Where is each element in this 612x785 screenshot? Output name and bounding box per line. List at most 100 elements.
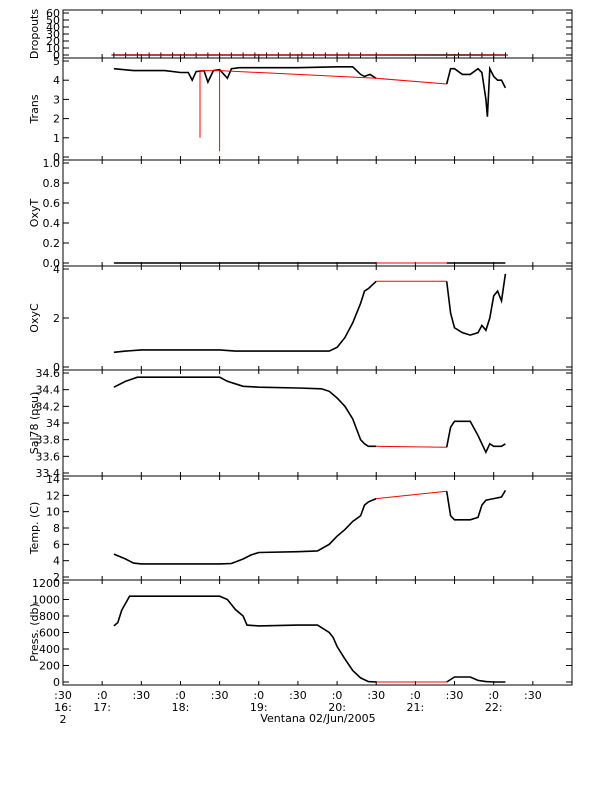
x-tick-label: :30 <box>54 689 72 702</box>
y-tick-label: 0 <box>53 361 60 374</box>
y-tick-label: 34.4 <box>36 384 61 397</box>
panel-4: 33.4 33.6 33.8 34 34.2 34.4 34.6 Sal78 (psu) <box>28 367 573 480</box>
y-tick-label: 12 <box>46 489 60 502</box>
y-axis-title: OxyC <box>28 303 41 333</box>
x-tick-label: 20: <box>328 701 346 714</box>
panel-frame <box>62 159 573 267</box>
series-line <box>113 595 377 683</box>
series-line <box>446 676 506 683</box>
y-tick-label: 20 <box>46 35 60 48</box>
x-tick-label: :30 <box>289 689 307 702</box>
y-tick-label: 10 <box>46 506 60 519</box>
chart-panels: 0102030405060Dropouts012345Trans0.00.20.… <box>28 7 573 689</box>
panel-frame <box>62 9 573 59</box>
y-tick-label: 2 <box>53 312 60 325</box>
x-tick-label: 22: <box>485 701 503 714</box>
y-axis-title: Temp. (C) <box>28 502 41 556</box>
x-tick-label: 21: <box>407 701 425 714</box>
x-tick-label: 17: <box>93 701 111 714</box>
series-line <box>113 66 377 85</box>
panel-frame <box>62 369 573 477</box>
y-tick-label: 1000 <box>32 594 60 607</box>
x-tick-label: :0 <box>410 689 421 702</box>
y-tick-label: 600 <box>39 627 60 640</box>
y-tick-label: 1200 <box>32 577 60 590</box>
y-axis-title: Trans <box>28 94 41 124</box>
y-tick-label: 3 <box>53 93 60 106</box>
series-line <box>113 497 377 565</box>
y-tick-label: 34.2 <box>36 400 61 413</box>
panel-5: 2 4 6 8 10 12 14 Temp. (C) <box>28 473 573 584</box>
panel-1: 0 1 2 3 4 5 Trans <box>28 55 573 164</box>
x-tick-label: 16: <box>54 701 72 714</box>
x-tick-label: :30 <box>524 689 542 702</box>
y-tick-label: 34.6 <box>36 367 61 380</box>
x-tick-label: :0 <box>253 689 264 702</box>
panel-3: 0 2 4 OxyC <box>28 263 573 374</box>
y-tick-label: 2 <box>53 113 60 126</box>
series-line <box>199 70 447 152</box>
y-tick-label: 60 <box>46 7 60 20</box>
y-tick-label: 8 <box>53 522 60 535</box>
y-tick-label: 4 <box>53 263 60 276</box>
y-tick-label: 33.6 <box>36 450 61 463</box>
y-tick-label: 33.8 <box>36 434 61 447</box>
series-line <box>445 65 507 117</box>
x-tick-label: 19: <box>250 701 268 714</box>
x-tick-label: 2 <box>60 713 67 726</box>
y-tick-label: 200 <box>39 660 60 673</box>
x-tick-label: :0 <box>332 689 343 702</box>
y-tick-label: 50 <box>46 14 60 27</box>
series-line <box>445 489 507 521</box>
x-tick-label: :30 <box>132 689 150 702</box>
y-tick-label: 34 <box>46 417 60 430</box>
y-tick-label: 800 <box>39 610 60 623</box>
y-tick-label: 0 <box>53 49 60 62</box>
y-tick-label: 0.0 <box>43 257 61 270</box>
y-tick-label: 400 <box>39 643 60 656</box>
x-tick-label: :30 <box>367 689 385 702</box>
panel-frame <box>62 265 573 371</box>
x-tick-label: 18: <box>172 701 190 714</box>
series-line <box>445 273 507 336</box>
y-tick-label: 4 <box>53 555 60 568</box>
y-tick-label: 40 <box>46 21 60 34</box>
y-tick-label: 5 <box>53 55 60 68</box>
y-tick-label: 14 <box>46 473 60 486</box>
x-tick-label: :30 <box>211 689 229 702</box>
x-tick-label: :30 <box>446 689 464 702</box>
series-line <box>445 420 506 455</box>
panel-frame <box>62 57 573 161</box>
series-line <box>113 280 377 354</box>
y-tick-label: 33.4 <box>36 467 61 480</box>
x-axis: :3016:2:017::30:018::30:019::30:020::30:… <box>54 689 542 726</box>
x-axis-caption: Ventana 02/Jun/2005 <box>260 712 375 725</box>
y-tick-label: 0 <box>53 151 60 164</box>
x-tick-label: :0 <box>175 689 186 702</box>
y-tick-label: 0 <box>53 676 60 689</box>
panel-2: 0.0 0.2 0.4 0.6 0.8 1.0 OxyT <box>28 157 573 270</box>
y-tick-label: 0.4 <box>43 217 61 230</box>
panel-6: 0 200 400 600 800 1000 1200 Press. (db) <box>28 577 573 689</box>
y-tick-label: 10 <box>46 42 60 55</box>
y-tick-label: 1 <box>53 132 60 145</box>
y-axis-title: Dropouts <box>28 9 41 59</box>
series-line <box>376 445 447 448</box>
y-tick-label: 2 <box>53 571 60 584</box>
y-tick-label: 6 <box>53 538 60 551</box>
y-axis-title: Sal78 (psu) <box>28 392 41 455</box>
y-tick-label: 4 <box>53 74 60 87</box>
y-tick-label: 1.0 <box>43 157 61 170</box>
series-line <box>113 376 377 448</box>
y-axis-title: OxyT <box>28 199 41 228</box>
series-line <box>376 490 447 500</box>
x-tick-label: :0 <box>488 689 499 702</box>
y-axis-title: Press. (db) <box>28 603 41 662</box>
y-tick-label: 0.6 <box>43 197 61 210</box>
y-tick-label: 0.2 <box>43 237 61 250</box>
y-tick-label: 0.8 <box>43 177 61 190</box>
y-tick-label: 30 <box>46 28 60 41</box>
x-tick-label: :0 <box>97 689 108 702</box>
